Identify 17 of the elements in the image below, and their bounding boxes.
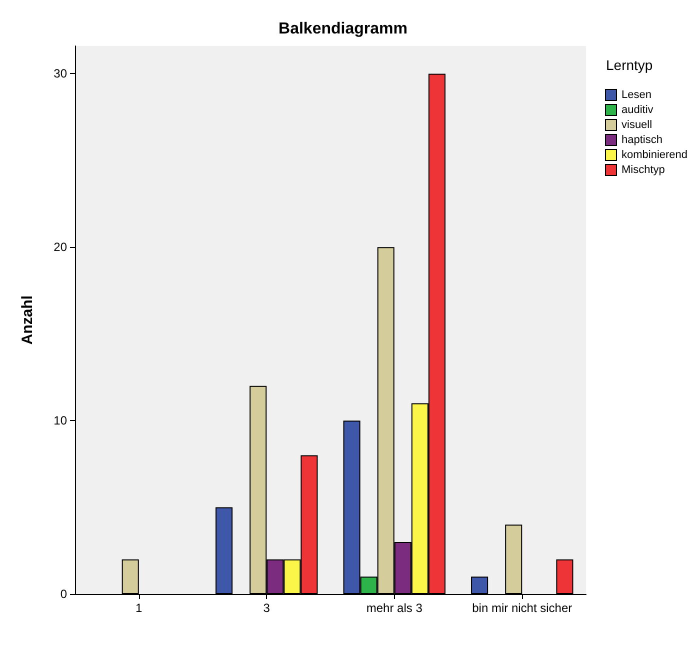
legend-title: Lerntyp xyxy=(606,57,653,73)
y-tick-label: 10 xyxy=(54,414,68,428)
y-axis-title: Anzahl xyxy=(19,295,36,345)
y-tick-label: 20 xyxy=(54,240,68,254)
x-tick-label: 1 xyxy=(136,601,143,615)
legend-label: Lesen xyxy=(622,89,652,101)
legend-label: kombinierend xyxy=(622,149,688,161)
legend-label: haptisch xyxy=(622,134,662,146)
legend-label: Mischtyp xyxy=(622,164,665,176)
chart-title: Balkendiagramm xyxy=(278,20,408,38)
x-tick-label: mehr als 3 xyxy=(366,601,423,615)
y-tick-label: 30 xyxy=(54,66,68,81)
y-tick-label: 0 xyxy=(60,587,68,601)
x-tick-label: 3 xyxy=(263,601,270,615)
legend-label: visuell xyxy=(622,119,652,131)
x-tick-label: bin mir nicht sicher xyxy=(472,601,572,615)
legend-label: auditiv xyxy=(622,104,654,116)
